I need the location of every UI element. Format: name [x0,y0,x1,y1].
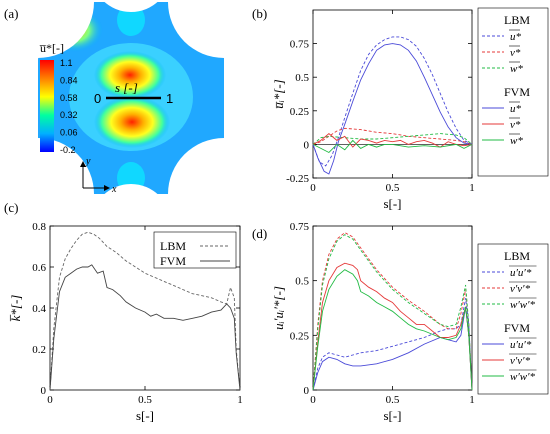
colorbar-tick: -0.2 [60,145,76,155]
grain [168,2,224,58]
legend-entry: w* [510,63,523,75]
labels: (a) (c) (b) (d) u̅*[-] 1.1 0.84 0.58 0.32 0.06 -0.… [4,6,267,241]
axis-y-label: y [85,156,91,167]
x-tick-label: 0 [310,182,316,194]
legend-entry: v′v′* [510,283,531,295]
x-axis-label: s[-] [383,408,401,423]
grain [38,138,94,194]
series-line [312,139,473,154]
series-line [312,133,473,148]
series-line [49,264,241,391]
legend-entry: u′u′* [510,339,532,351]
y-tick-label: 0 [304,139,310,151]
x-tick-label: 0 [310,394,316,406]
y-tick-label: 0.8 [32,221,46,233]
legend-entry: FVM [160,254,186,268]
colorbar-tick: 0.84 [60,75,78,85]
y-tick-label: 0.75 [290,221,310,233]
section-end: 1 [166,91,173,106]
grain [168,138,224,194]
plot-frame [312,9,473,179]
x-axis-label: s[-] [136,408,154,423]
x-tick-label: 0.5 [386,394,400,406]
y-tick-label: 0.6 [32,262,46,274]
y-tick-label: 0.4 [32,303,46,315]
legend-entry: u* [510,103,522,115]
y-tick-label: 0 [304,385,310,397]
legend-group-title: FVM [504,321,530,335]
y-tick-label: 0.5 [295,72,309,84]
y-tick-label: 0.5 [295,276,309,288]
colorbar-label: u̅*[-] [39,41,64,55]
series-line [312,306,473,391]
section-start: 0 [94,91,101,106]
colorbar-tick: 1.1 [60,58,73,68]
panel-label-a: (a) [4,6,18,21]
x-tick-label: 0.5 [386,182,400,194]
legend: LBM u′u′* v′v′* w′w′* FVM u′u′* v′v′* w′w′* [477,243,549,395]
x-tick-label: 1 [237,394,243,406]
legend-entry: v* [510,119,521,131]
legend-group-title: FVM [504,85,530,99]
legend-entry: u* [510,31,522,43]
y-tick-label: 0.75 [290,39,310,51]
series-line [312,269,473,391]
grain [104,2,158,12]
x-axis-label: s[-] [383,196,401,211]
y-axis-label: k̅*[-] [8,295,23,322]
legend-entry: v* [510,47,521,59]
legend: LBM u* v* w* FVM u* v* w* [477,7,549,177]
panel-label-b: (b) [252,6,267,21]
section-label: s [-] [115,80,138,95]
series-line [312,298,473,391]
grain [104,184,158,194]
colorbar-tick: 0.06 [60,128,78,138]
y-tick-label: 0.25 [290,106,310,118]
series-line [312,234,473,391]
legend-entry: w* [510,135,523,147]
legend-group-title: LBM [504,249,530,263]
legend-box [477,243,549,395]
legend-entry: v′v′* [510,355,531,367]
series-line [312,43,473,175]
legend-box [153,231,237,269]
y-tick-label: 0 [41,385,47,397]
panel-label-d: (d) [252,226,267,241]
contour-panel [38,2,224,194]
series-line [312,262,473,391]
legend-entry: w′w′* [510,299,535,311]
y-tick-label: 0.2 [32,344,46,356]
x-tick-label: 1 [469,394,475,406]
legend-entry: u′u′* [510,267,532,279]
colorbar-tick: 0.58 [60,93,78,103]
x-tick-label: 1 [469,182,475,194]
y-axis-label: uᵢ′uᵢ′*[-] [271,286,286,330]
legend-group-title: LBM [504,13,530,27]
y-tick-label: -0.25 [286,173,309,185]
panel-label-c: (c) [4,200,18,215]
charts: 0 0.5 1-0.2500.250.50.75s[-]u̅ᵢ*[-]LBMu*v*… [8,7,549,423]
chart-d: 0 0.5 1 0 0.25 0.5 0.75 s[-] uᵢ′uᵢ′*[-] LBM u′u′* v… [271,221,549,423]
series-line [312,232,473,391]
pore-contour [38,2,224,194]
legend-entry: w′w′* [510,371,535,383]
series-line [312,133,473,145]
x-tick-label: 0 [47,394,53,406]
plot-frame [312,225,473,391]
y-tick-label: 0.25 [290,330,310,342]
series-line [312,127,473,145]
legend-entry: LBM [160,239,186,253]
colorbar [40,60,54,152]
axis-x-label: x [111,184,117,195]
x-tick-label: 0.5 [138,394,152,406]
y-axis-label: u̅ᵢ*[-] [271,79,286,109]
colorbar-tick: 0.32 [60,110,78,120]
chart-b: 0 0.5 1-0.2500.250.50.75s[-]u̅ᵢ*[-]LBMu*v*… [271,7,549,211]
